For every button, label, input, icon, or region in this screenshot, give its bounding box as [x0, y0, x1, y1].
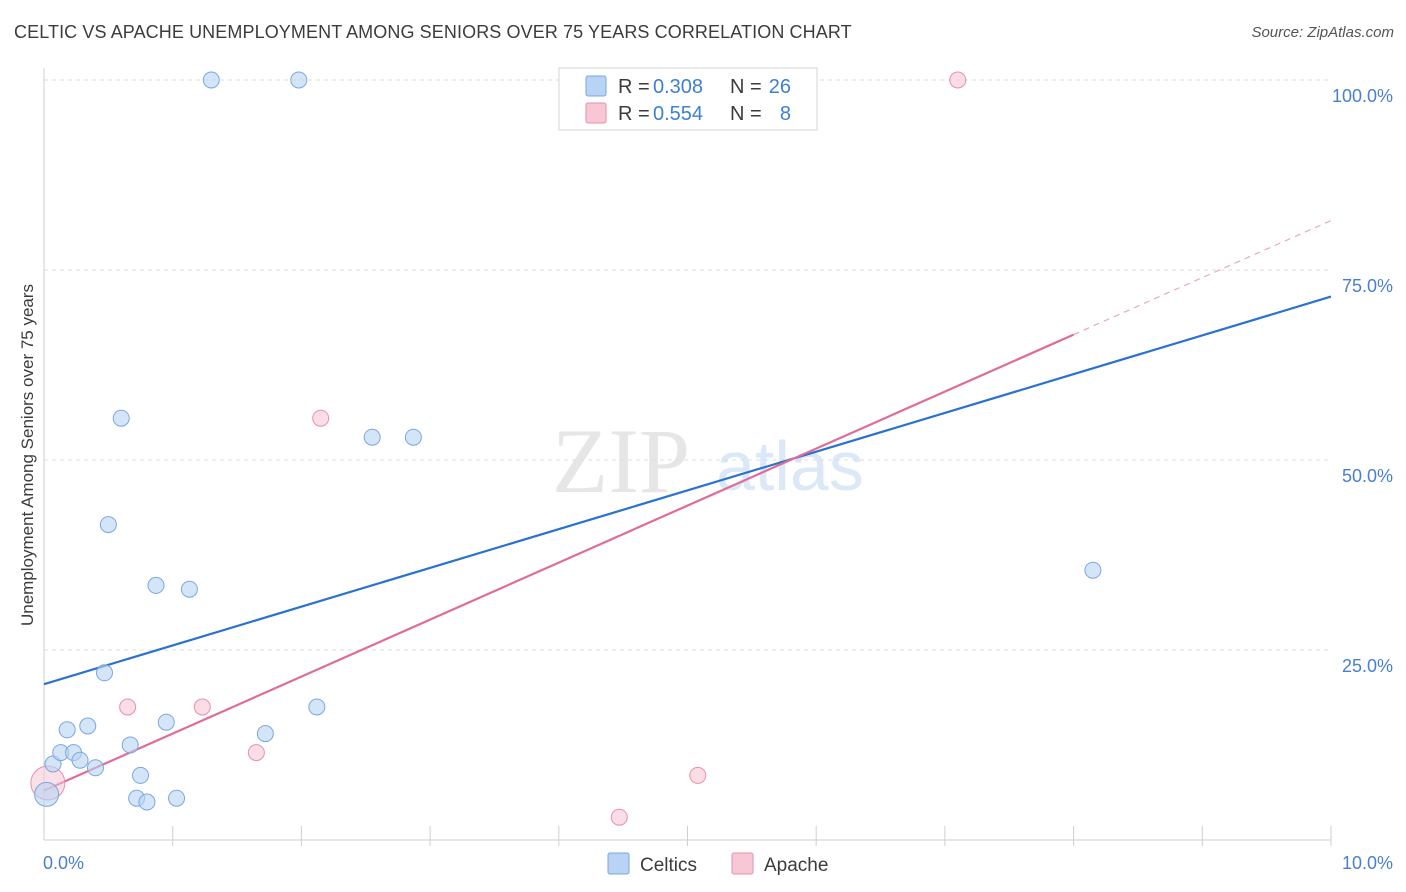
- bottom-legend-swatch-celtics: [607, 852, 630, 875]
- point-celtics: [71, 751, 89, 769]
- point-celtics: [363, 428, 381, 446]
- y-tick-label: 75.0%: [1342, 276, 1393, 296]
- point-celtics: [112, 409, 130, 427]
- y-tick-label: 25.0%: [1342, 656, 1393, 676]
- trend-line-celtics: [43, 295, 1332, 686]
- point-apache: [312, 409, 330, 427]
- point-apache: [949, 71, 967, 89]
- legend-n-label-apache: N =: [730, 103, 762, 125]
- source-label: Source: ZipAtlas.com: [1251, 24, 1394, 41]
- x-tick-label-max: 10.0%: [1342, 853, 1393, 873]
- trend-line-apache: [43, 333, 1075, 792]
- point-celtics: [58, 721, 76, 739]
- grid: [44, 79, 1331, 651]
- bottom-legend: Celtics Apache: [607, 852, 828, 876]
- point-celtics: [290, 71, 308, 89]
- point-apache: [610, 808, 628, 826]
- data-points: [30, 71, 1102, 826]
- legend-r-label-celtics: R =: [618, 76, 650, 98]
- point-celtics: [138, 793, 156, 811]
- point-celtics: [202, 71, 220, 89]
- y-tick-label: 100.0%: [1332, 86, 1393, 106]
- bottom-legend-swatch-apache: [731, 852, 754, 875]
- y-axis-labels: 25.0% 50.0% 75.0% 100.0%: [1332, 86, 1393, 676]
- x-tick-label-min: 0.0%: [43, 853, 84, 873]
- point-celtics: [132, 766, 150, 784]
- legend-r-value-celtics: 0.308: [653, 76, 703, 98]
- trend-lines: [43, 220, 1332, 792]
- point-celtics: [79, 717, 97, 735]
- legend-n-value-celtics: 26: [769, 76, 791, 98]
- point-celtics: [99, 516, 117, 534]
- point-celtics: [121, 736, 139, 754]
- bottom-legend-label-apache: Apache: [764, 855, 828, 876]
- legend-swatch-celtics: [585, 75, 607, 97]
- point-celtics: [256, 725, 274, 743]
- legend-n-value-apache: 8: [780, 103, 791, 125]
- y-tick-label: 50.0%: [1342, 466, 1393, 486]
- bottom-legend-label-celtics: Celtics: [640, 855, 697, 876]
- point-celtics: [404, 428, 422, 446]
- point-apache: [247, 744, 265, 762]
- point-celtics: [95, 664, 113, 682]
- point-apache: [193, 698, 211, 716]
- legend-n-label-celtics: N =: [730, 76, 762, 98]
- point-apache: [689, 766, 707, 784]
- point-celtics: [1084, 561, 1102, 579]
- point-apache: [119, 698, 137, 716]
- legend-swatch-apache: [585, 102, 607, 124]
- point-celtics: [308, 698, 326, 716]
- point-celtics: [157, 713, 175, 731]
- point-celtics: [180, 580, 198, 598]
- point-celtics: [168, 789, 186, 807]
- x-axis-ticks: [172, 826, 1332, 846]
- point-celtics: [86, 759, 104, 777]
- point-celtics: [34, 781, 60, 807]
- y-axis-title: Unemployment Among Seniors over 75 years: [18, 284, 37, 626]
- point-celtics: [147, 576, 165, 594]
- legend-box: R = 0.308 N = 26 R = 0.554 N = 8: [558, 67, 818, 131]
- legend-r-value-apache: 0.554: [653, 103, 703, 125]
- legend-r-label-apache: R =: [618, 103, 650, 125]
- chart-title: CELTIC VS APACHE UNEMPLOYMENT AMONG SENI…: [14, 22, 852, 42]
- watermark-zip: ZIP: [552, 410, 690, 512]
- watermark-atlas: atlas: [716, 427, 864, 505]
- trend-line-apache-extension: [1073, 220, 1332, 336]
